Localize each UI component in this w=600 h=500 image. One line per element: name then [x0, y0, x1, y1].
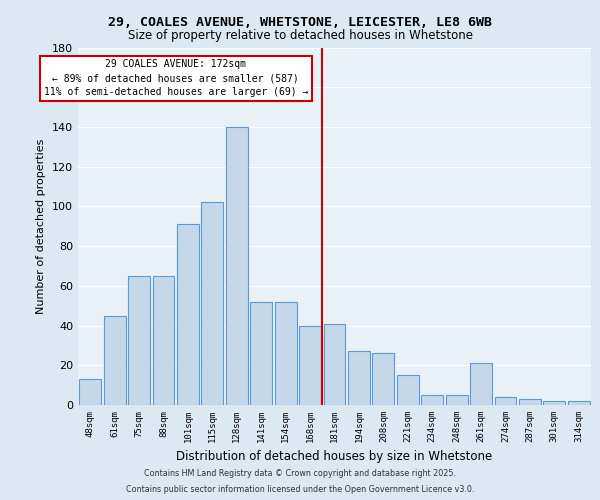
Text: Size of property relative to detached houses in Whetstone: Size of property relative to detached ho…: [128, 29, 473, 42]
Bar: [544, 401, 565, 405]
Bar: [128, 276, 150, 405]
Y-axis label: Number of detached properties: Number of detached properties: [37, 138, 46, 314]
Bar: [275, 302, 296, 405]
Bar: [177, 224, 199, 405]
Bar: [226, 127, 248, 405]
Bar: [568, 401, 590, 405]
Bar: [152, 276, 175, 405]
Bar: [421, 395, 443, 405]
Bar: [79, 379, 101, 405]
Text: 29 COALES AVENUE: 172sqm
← 89% of detached houses are smaller (587)
11% of semi-: 29 COALES AVENUE: 172sqm ← 89% of detach…: [44, 60, 308, 98]
X-axis label: Distribution of detached houses by size in Whetstone: Distribution of detached houses by size …: [176, 450, 493, 464]
Text: Contains HM Land Registry data © Crown copyright and database right 2025.: Contains HM Land Registry data © Crown c…: [144, 468, 456, 477]
Bar: [446, 395, 467, 405]
Bar: [470, 364, 492, 405]
Bar: [348, 352, 370, 405]
Text: 29, COALES AVENUE, WHETSTONE, LEICESTER, LE8 6WB: 29, COALES AVENUE, WHETSTONE, LEICESTER,…: [108, 16, 492, 29]
Bar: [104, 316, 125, 405]
Bar: [323, 324, 346, 405]
Bar: [397, 375, 419, 405]
Bar: [373, 354, 394, 405]
Bar: [299, 326, 321, 405]
Bar: [519, 399, 541, 405]
Bar: [202, 202, 223, 405]
Bar: [494, 397, 517, 405]
Bar: [250, 302, 272, 405]
Text: Contains public sector information licensed under the Open Government Licence v3: Contains public sector information licen…: [126, 485, 474, 494]
